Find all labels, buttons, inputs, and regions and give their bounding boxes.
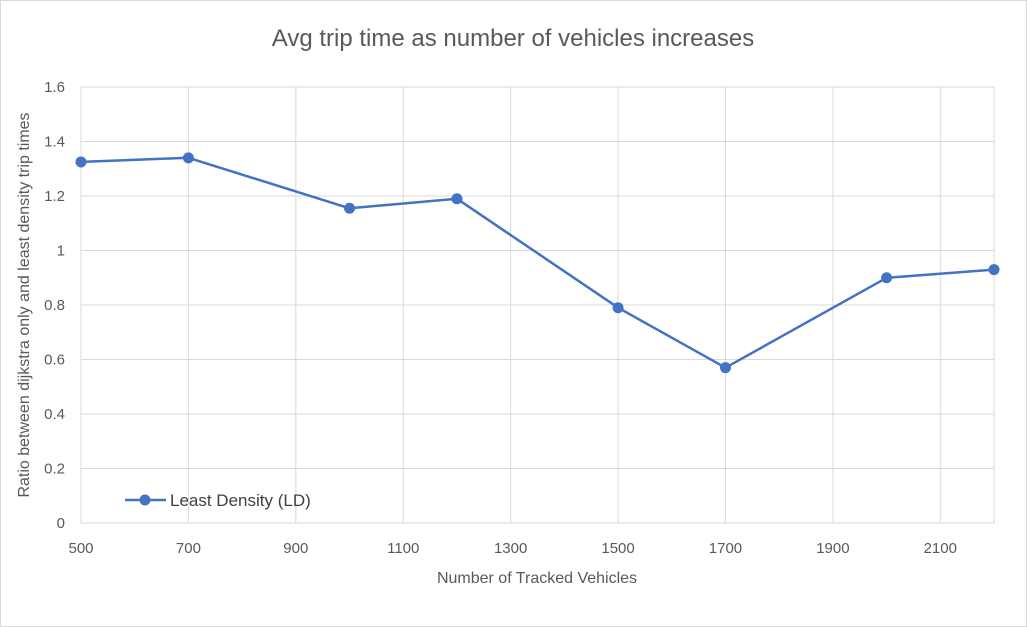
x-axis-label: Number of Tracked Vehicles	[437, 570, 637, 587]
y-tick-label: 0.4	[44, 406, 65, 423]
data-point	[451, 193, 463, 205]
data-point	[182, 152, 194, 164]
x-tick-label: 1300	[494, 540, 527, 557]
x-tick-label: 900	[283, 540, 308, 557]
chart-title: Avg trip time as number of vehicles incr…	[272, 25, 754, 52]
data-point	[719, 362, 731, 374]
data-point	[75, 156, 87, 168]
y-tick-label: 1.2	[44, 188, 65, 205]
y-tick-label: 0	[57, 515, 65, 532]
x-tick-label: 500	[68, 540, 93, 557]
data-point	[881, 272, 893, 284]
y-tick-label: 0.2	[44, 461, 65, 478]
y-tick-label: 0.8	[44, 297, 65, 314]
x-tick-label: 1900	[816, 540, 849, 557]
data-point	[612, 302, 624, 314]
data-point	[988, 264, 1000, 276]
legend-marker-least-density	[139, 494, 151, 506]
legend: Least Density (LD)	[125, 491, 311, 510]
x-tick-label: 2100	[924, 540, 957, 557]
y-tick-label: 1.6	[44, 79, 65, 96]
data-point	[344, 202, 356, 214]
x-tick-label: 1700	[709, 540, 742, 557]
series-line-least-density	[80, 156, 995, 369]
legend-label-least-density: Least Density (LD)	[170, 491, 311, 510]
y-tick-label: 0.6	[44, 352, 65, 369]
x-tick-label: 1500	[601, 540, 634, 557]
y-tick-label: 1	[57, 243, 65, 260]
y-axis-label: Ratio between dijkstra only and least de…	[16, 112, 33, 497]
x-axis-ticks: 500 700 900 1100 1300 1500 1700 1900 2100	[68, 540, 956, 557]
x-tick-label: 1100	[387, 540, 419, 557]
y-axis-ticks: 0 0.2 0.4 0.6 0.8 1 1.2 1.4 1.6	[44, 79, 65, 532]
y-tick-label: 1.4	[44, 134, 65, 151]
gridlines	[80, 86, 995, 524]
series-layer	[75, 152, 1000, 374]
x-tick-label: 700	[176, 540, 201, 557]
